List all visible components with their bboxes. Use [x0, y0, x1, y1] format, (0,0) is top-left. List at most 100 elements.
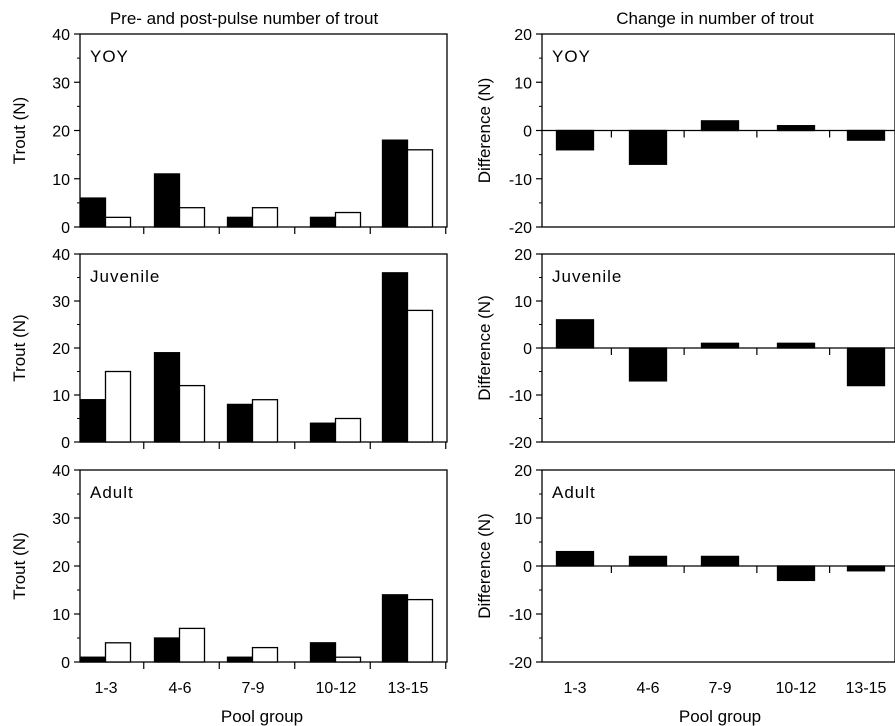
panel-label: Juvenile	[90, 267, 160, 286]
bar-7-9-post	[251, 646, 279, 663]
bar-1-3-post	[104, 370, 132, 443]
y-tick-label: 20	[514, 27, 532, 44]
x-tick-label: 10-12	[776, 680, 817, 697]
y-tick-label: -10	[509, 388, 532, 405]
bar-4-6	[628, 347, 668, 382]
panel-label: YOY	[552, 47, 591, 66]
bar-7-9	[700, 120, 740, 132]
y-axis-title: Difference (N)	[475, 513, 494, 619]
y-tick-label: -20	[509, 220, 532, 237]
x-tick-label: 4-6	[168, 680, 191, 697]
bar-4-6-pre	[153, 637, 181, 663]
bar-1-3-pre	[79, 656, 107, 663]
y-tick-label: 10	[52, 388, 70, 405]
bar-1-3	[555, 550, 595, 567]
panel-label: Juvenile	[552, 267, 622, 286]
bar-4-6	[628, 129, 668, 165]
y-tick-label: 20	[52, 124, 70, 141]
bar-1-3	[555, 319, 595, 349]
bar-10-12	[776, 342, 816, 349]
bar-13-15-post	[406, 598, 434, 663]
y-tick-label: 30	[52, 294, 70, 311]
x-tick-label: 4-6	[636, 680, 659, 697]
bar-10-12-pre	[309, 216, 337, 228]
bar-7-9-pre	[226, 403, 254, 443]
bar-7-9-pre	[226, 216, 254, 228]
bar-4-6-pre	[153, 173, 181, 228]
bar-7-9-pre	[226, 656, 254, 663]
panel-difference-juvenile: -20 -10 0 10 20 Difference (N) Juvenile	[475, 247, 895, 452]
bar-13-15-post	[406, 309, 434, 443]
bar-7-9	[700, 555, 740, 567]
bar-4-6	[628, 555, 668, 567]
x-tick-label: 13-15	[388, 680, 429, 697]
bar-4-6-post	[178, 207, 206, 228]
y-tick-label: -20	[509, 435, 532, 452]
panel-count-juvenile: 0 10 20 30 40 Trout (N) Juvenile	[10, 247, 448, 452]
bar-1-3	[555, 129, 595, 151]
bar-10-12-pre	[309, 422, 337, 443]
bar-10-12-post	[334, 417, 362, 443]
bar-1-3-post	[104, 642, 132, 663]
y-tick-label: 20	[514, 463, 532, 480]
x-tick-label: 7-9	[241, 680, 264, 697]
bar-10-12-pre	[309, 642, 337, 663]
y-tick-label: 10	[514, 75, 532, 92]
y-tick-label: -20	[509, 655, 532, 672]
panels-group: 0 10 20 30 40 Trout (N) YOY 0 10 20 30 40 Trout (N) J…	[10, 27, 895, 697]
bar-1-3-pre	[79, 399, 107, 443]
y-tick-label: 20	[514, 247, 532, 264]
panel-difference-adult: -20 -10 0 10 20 Difference (N) Adult 1-3 4-6 7-9 1…	[475, 463, 895, 697]
panel-label: YOY	[90, 47, 129, 66]
bar-10-12	[776, 125, 816, 132]
y-tick-label: -10	[509, 172, 532, 189]
x-tick-label: 13-15	[846, 680, 887, 697]
y-axis-title: Difference (N)	[475, 78, 494, 184]
bar-13-15-pre	[381, 594, 409, 663]
bar-4-6-post	[178, 384, 206, 443]
bar-10-12-post	[334, 656, 362, 663]
panel-difference-yoy: -20 -10 0 10 20 Difference (N) YOY	[475, 27, 895, 237]
bar-4-6-pre	[153, 352, 181, 443]
bar-13-15-post	[406, 149, 434, 228]
y-axis-title: Trout (N)	[10, 532, 29, 599]
y-tick-label: 40	[52, 247, 70, 264]
y-tick-label: 30	[52, 75, 70, 92]
bar-4-6-post	[178, 627, 206, 663]
x-tick-label: 10-12	[316, 680, 357, 697]
bar-7-9-post	[251, 399, 279, 443]
x-tick-label: 1-3	[563, 680, 586, 697]
x-tick-label: 7-9	[708, 680, 731, 697]
y-tick-label: 20	[52, 559, 70, 576]
bar-7-9-post	[251, 207, 279, 228]
left-column-title: Pre- and post-pulse number of trout	[110, 9, 379, 28]
y-tick-label: 10	[514, 294, 532, 311]
panel-label: Adult	[90, 483, 134, 502]
bar-1-3-pre	[79, 197, 107, 228]
bar-1-3-post	[104, 216, 132, 228]
bar-13-15-pre	[381, 272, 409, 443]
y-axis-title: Trout (N)	[10, 314, 29, 381]
right-column-title: Change in number of trout	[616, 9, 814, 28]
y-tick-label: 0	[523, 341, 532, 358]
bar-13-15-pre	[381, 139, 409, 228]
panel-count-yoy: 0 10 20 30 40 Trout (N) YOY	[10, 27, 448, 237]
y-tick-label: 40	[52, 463, 70, 480]
y-tick-label: 0	[61, 220, 70, 237]
panel-count-adult: 0 10 20 30 40 Trout (N) Adult 1-3 4-6 7-9 10-12 13-…	[10, 463, 448, 697]
y-tick-label: 20	[52, 341, 70, 358]
x-tick-label: 1-3	[94, 680, 117, 697]
right-x-axis-title: Pool group	[679, 707, 761, 726]
y-tick-label: 10	[514, 511, 532, 528]
panel-label: Adult	[552, 483, 596, 502]
y-tick-label: 10	[52, 172, 70, 189]
y-tick-label: 0	[61, 655, 70, 672]
y-tick-label: 30	[52, 511, 70, 528]
y-tick-label: 0	[523, 124, 532, 141]
bar-10-12	[776, 565, 816, 582]
y-axis-title: Trout (N)	[10, 97, 29, 164]
bar-13-15	[846, 347, 886, 387]
y-tick-label: 0	[523, 559, 532, 576]
y-tick-label: 0	[61, 435, 70, 452]
